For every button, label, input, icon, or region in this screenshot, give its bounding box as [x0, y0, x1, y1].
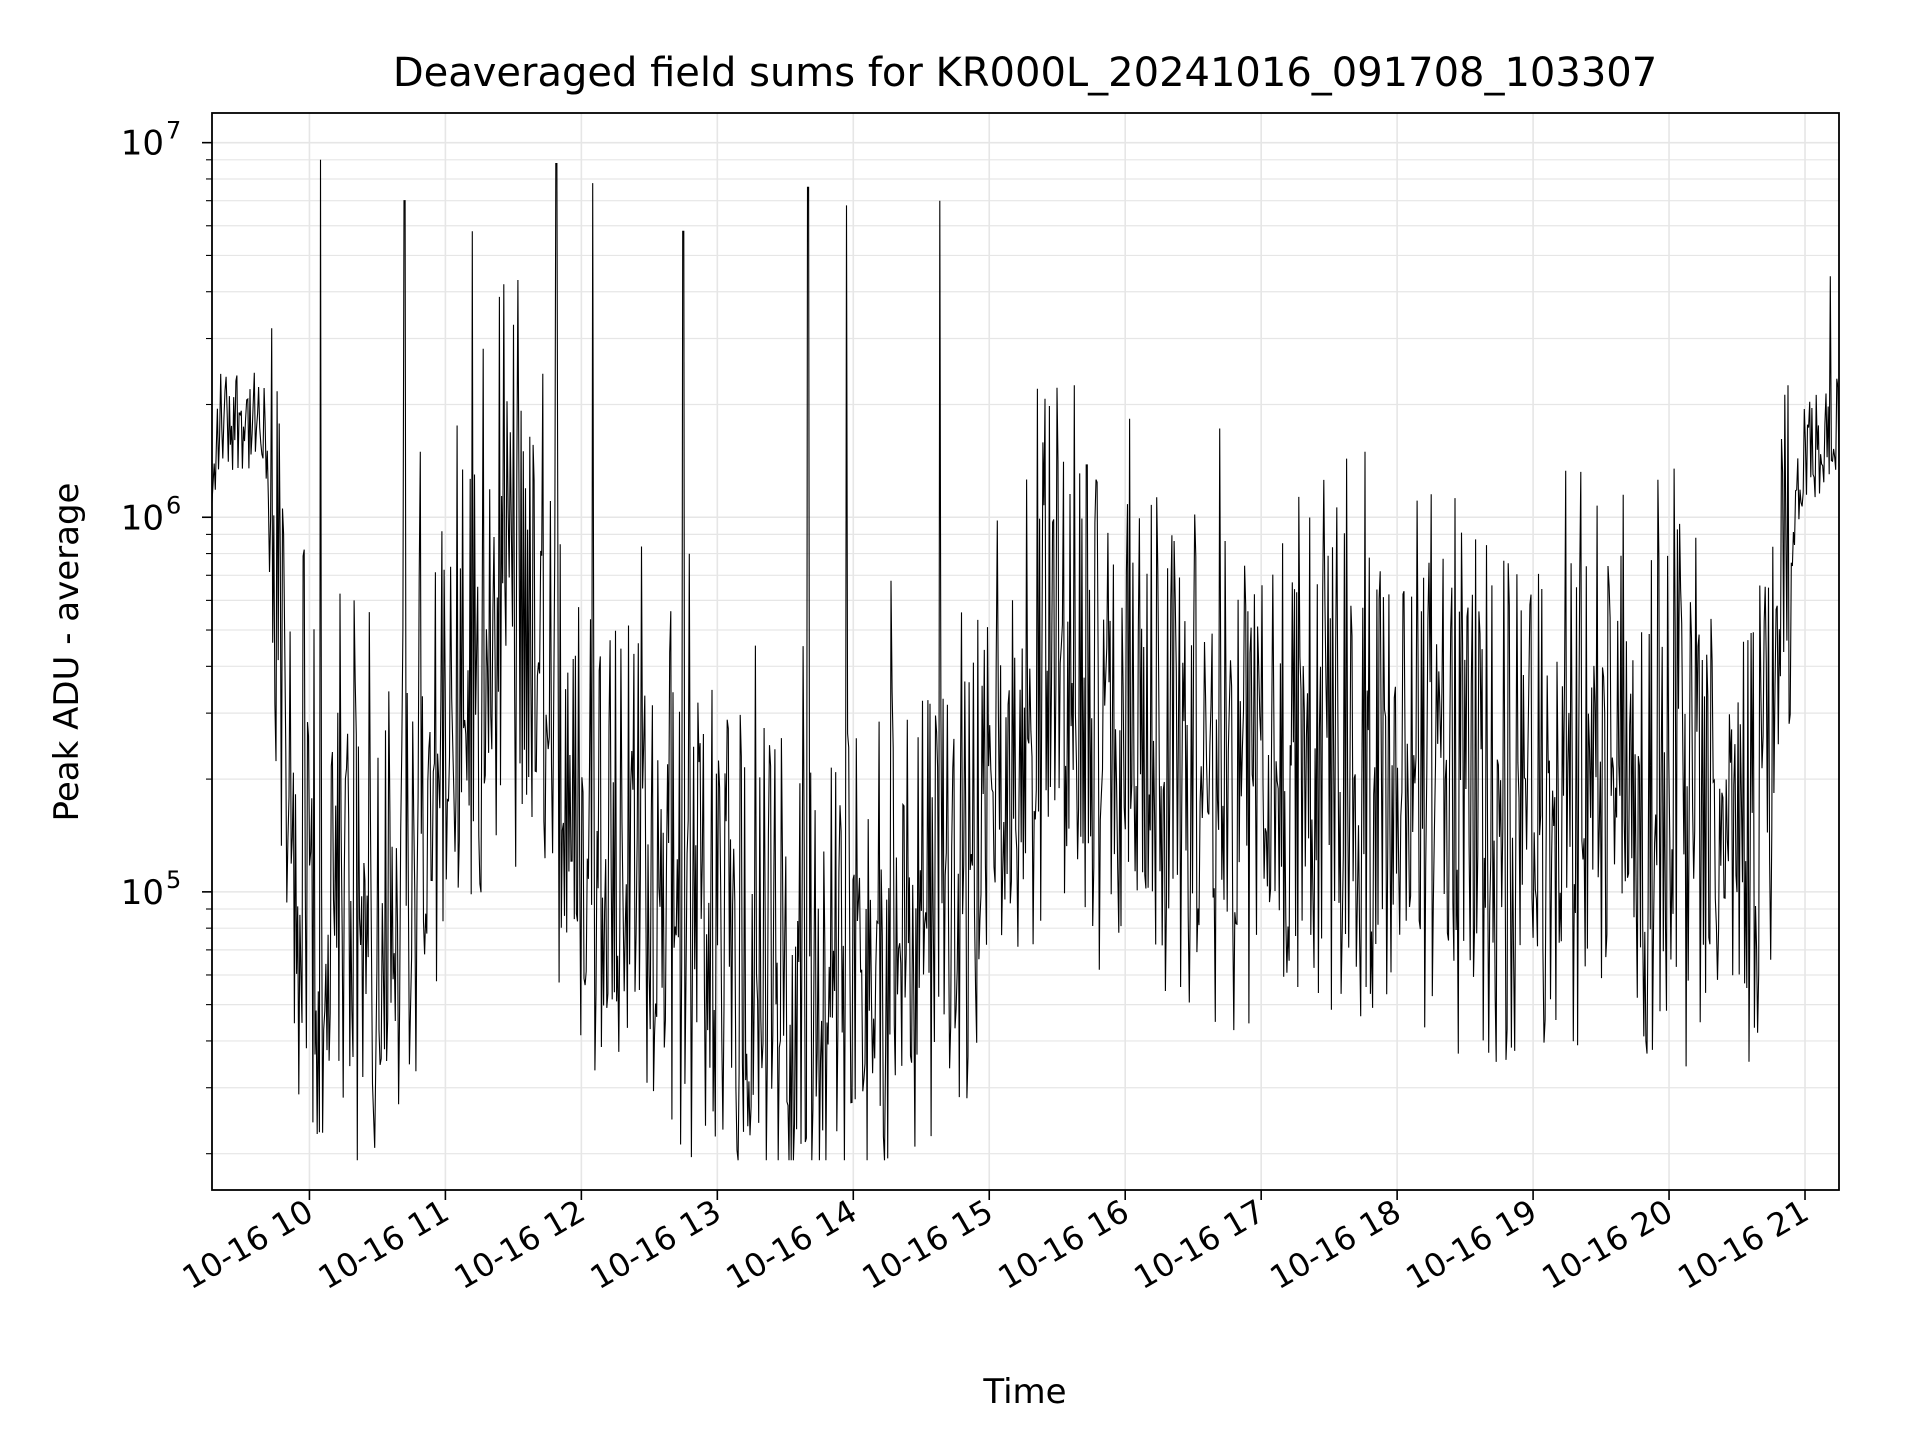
- y-tick-exponent: 5: [166, 866, 181, 894]
- y-axis-label: Peak ADU - average: [47, 483, 87, 822]
- series-layer: [211, 159, 1840, 1161]
- y-tick-label: 10 5: [121, 866, 182, 913]
- y-tick-base: 10: [121, 498, 164, 538]
- y-tick-base: 10: [121, 873, 164, 913]
- y-tick-label: 10 7: [121, 117, 182, 164]
- y-tick-base: 10: [121, 124, 164, 164]
- chart-title: Deaveraged field sums for KR000L_2024101…: [393, 50, 1657, 96]
- y-tick-exponent: 6: [166, 491, 181, 519]
- plot-frame: [211, 112, 1840, 1191]
- x-axis-label: Time: [982, 1372, 1066, 1412]
- series-line: [211, 159, 1840, 1161]
- y-tick-label: 10 6: [121, 491, 182, 538]
- y-tick-exponent: 7: [166, 117, 181, 145]
